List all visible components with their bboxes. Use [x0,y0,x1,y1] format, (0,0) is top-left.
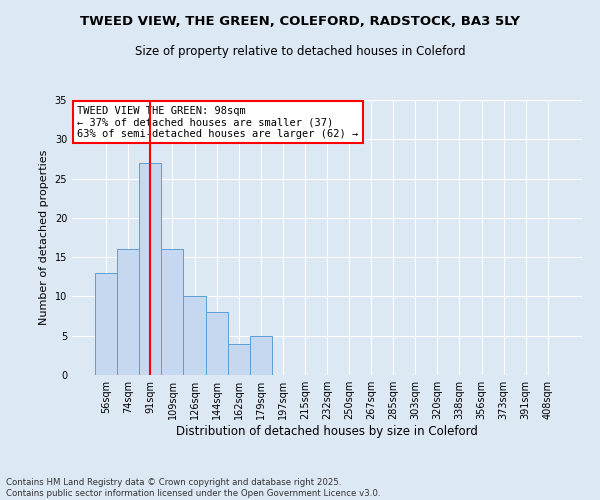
Bar [227,344,250,375]
Bar [139,163,161,375]
Bar [95,273,117,375]
Text: TWEED VIEW THE GREEN: 98sqm
← 37% of detached houses are smaller (37)
63% of sem: TWEED VIEW THE GREEN: 98sqm ← 37% of det… [77,106,358,138]
Text: TWEED VIEW, THE GREEN, COLEFORD, RADSTOCK, BA3 5LY: TWEED VIEW, THE GREEN, COLEFORD, RADSTOC… [80,15,520,28]
Text: Contains HM Land Registry data © Crown copyright and database right 2025.
Contai: Contains HM Land Registry data © Crown c… [6,478,380,498]
X-axis label: Distribution of detached houses by size in Coleford: Distribution of detached houses by size … [176,425,478,438]
Bar [184,296,206,375]
Y-axis label: Number of detached properties: Number of detached properties [39,150,49,325]
Text: Size of property relative to detached houses in Coleford: Size of property relative to detached ho… [134,45,466,58]
Bar [250,336,272,375]
Bar [117,250,139,375]
Bar [206,312,227,375]
Bar [161,250,184,375]
